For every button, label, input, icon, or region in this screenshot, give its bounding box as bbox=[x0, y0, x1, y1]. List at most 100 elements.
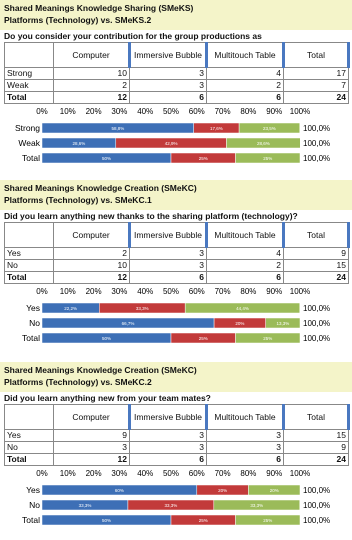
number-cell: 10 bbox=[53, 67, 130, 80]
bar-value-label: 33,3% bbox=[250, 503, 263, 508]
bar-value-label: 50% bbox=[102, 336, 111, 341]
x-tick-label: 40% bbox=[137, 107, 153, 116]
section-title: Shared Meanings Knowledge Creation (SMeK… bbox=[4, 183, 197, 193]
section: Shared Meanings Knowledge Creation (SMeK… bbox=[0, 362, 352, 540]
bar-value-label: 44,4% bbox=[236, 306, 249, 311]
data-table: Computer Immersive Bubble Multitouch Table… bbox=[4, 404, 350, 466]
column-header: Computer bbox=[53, 222, 131, 248]
column-header: Multitouch Table bbox=[206, 222, 285, 248]
number-cell: 2 bbox=[206, 259, 284, 272]
bar-value-label: 25% bbox=[263, 156, 272, 161]
bar-value-label: 25% bbox=[263, 336, 272, 341]
section: Shared Meanings Knowledge Sharing (SMeKS… bbox=[0, 0, 352, 178]
table-row: Yes 2 3 4 9 bbox=[4, 247, 349, 260]
x-tick-label: 30% bbox=[111, 287, 127, 296]
corner-cell bbox=[4, 222, 54, 248]
section-subtitle: Platforms (Technology) vs. SMeKS.2 bbox=[4, 15, 152, 25]
x-tick-label: 100% bbox=[290, 107, 310, 116]
table-row: Total 12 6 6 24 bbox=[4, 453, 349, 466]
number-cell: 9 bbox=[283, 247, 349, 260]
x-tick-label: 100% bbox=[290, 469, 310, 478]
data-table: Computer Immersive Bubble Multitouch Table… bbox=[4, 222, 350, 284]
x-tick-label: 30% bbox=[111, 107, 127, 116]
row-label: Yes bbox=[4, 247, 54, 260]
header-row: Computer Immersive Bubble Multitouch Table… bbox=[4, 404, 350, 430]
number-cell: 6 bbox=[129, 91, 207, 104]
row-label: Total bbox=[4, 271, 54, 284]
x-tick-label: 30% bbox=[111, 469, 127, 478]
bar-value-label: 23,5% bbox=[263, 126, 276, 131]
row-total-label: 100,0% bbox=[303, 334, 330, 343]
column-header: Immersive Bubble bbox=[129, 404, 208, 430]
stacked-bar-chart: 0% 10% 20% 30% 40% 50% 60% 70% 80% 90% 100% Yes 22,2… bbox=[22, 287, 330, 344]
bar-segment bbox=[265, 317, 301, 329]
corner-cell bbox=[4, 42, 54, 68]
x-tick-label: 60% bbox=[189, 287, 205, 296]
row-label: Weak bbox=[4, 79, 54, 92]
bar-value-label: 33,3% bbox=[164, 503, 177, 508]
number-cell: 6 bbox=[206, 453, 284, 466]
x-tick-label: 80% bbox=[240, 469, 256, 478]
x-tick-label: 10% bbox=[60, 107, 76, 116]
column-header: Total bbox=[283, 222, 350, 248]
corner-cell bbox=[4, 404, 54, 430]
column-header: Computer bbox=[53, 404, 131, 430]
row-label: Total bbox=[22, 153, 40, 163]
row-total-label: 100,0% bbox=[303, 319, 330, 328]
number-cell: 4 bbox=[206, 247, 284, 260]
row-label: Strong bbox=[4, 67, 54, 80]
number-cell: 2 bbox=[53, 247, 130, 260]
data-table: Computer Immersive Bubble Multitouch Table… bbox=[4, 42, 350, 104]
section-title: Shared Meanings Knowledge Creation (SMeK… bbox=[4, 365, 197, 375]
number-cell: 6 bbox=[206, 271, 284, 284]
x-tick-label: 0% bbox=[36, 287, 48, 296]
number-cell: 4 bbox=[206, 67, 284, 80]
row-total-label: 100,0% bbox=[303, 486, 330, 495]
section-subtitle: Platforms (Technology) vs. SMeKC.2 bbox=[4, 377, 152, 387]
bar-segment bbox=[226, 137, 301, 149]
number-cell: 9 bbox=[53, 429, 130, 442]
number-cell: 17 bbox=[283, 67, 349, 80]
row-label: Total bbox=[4, 91, 54, 104]
table-row: Yes 9 3 3 15 bbox=[4, 429, 349, 442]
bar-value-label: 20% bbox=[218, 488, 227, 493]
x-tick-label: 60% bbox=[189, 107, 205, 116]
table-row: No 10 3 2 15 bbox=[4, 259, 349, 272]
number-cell: 12 bbox=[53, 453, 130, 466]
bar-value-label: 17,6% bbox=[210, 126, 223, 131]
row-label: No bbox=[4, 259, 54, 272]
stacked-bar-chart: 0% 10% 20% 30% 40% 50% 60% 70% 80% 90% 100% Strong 5… bbox=[15, 107, 330, 164]
row-label: Total bbox=[4, 453, 54, 466]
x-tick-label: 0% bbox=[36, 107, 48, 116]
column-header: Multitouch Table bbox=[206, 404, 285, 430]
bar-value-label: 20% bbox=[270, 488, 279, 493]
x-tick-label: 90% bbox=[266, 107, 282, 116]
bar-segment bbox=[248, 484, 301, 496]
question: Do you consider your contribution for th… bbox=[4, 31, 262, 41]
number-cell: 3 bbox=[129, 429, 207, 442]
number-cell: 2 bbox=[206, 79, 284, 92]
number-cell: 12 bbox=[53, 91, 130, 104]
column-header: Total bbox=[283, 404, 350, 430]
number-cell: 24 bbox=[283, 91, 349, 104]
bar-value-label: 33,3% bbox=[136, 306, 149, 311]
row-total-label: 100,0% bbox=[303, 501, 330, 510]
number-cell: 6 bbox=[129, 453, 207, 466]
row-total-label: 100,0% bbox=[303, 124, 330, 133]
question: Did you learn anything new from your tea… bbox=[4, 393, 211, 403]
table-row: Total 12 6 6 24 bbox=[4, 91, 349, 104]
header-row: Computer Immersive Bubble Multitouch Table… bbox=[4, 42, 350, 68]
row-total-label: 100,0% bbox=[303, 139, 330, 148]
column-header: Multitouch Table bbox=[206, 42, 285, 68]
bar-value-label: 50% bbox=[102, 156, 111, 161]
number-cell: 3 bbox=[53, 441, 130, 454]
row-label: No bbox=[29, 500, 40, 510]
row-total-label: 100,0% bbox=[303, 304, 330, 313]
number-cell: 24 bbox=[283, 271, 349, 284]
bar-value-label: 25% bbox=[199, 518, 208, 523]
number-cell: 3 bbox=[129, 79, 207, 92]
question: Did you learn anything new thanks to the… bbox=[4, 211, 298, 221]
bar-segment bbox=[235, 514, 301, 526]
column-header: Immersive Bubble bbox=[129, 222, 208, 248]
row-label: Total bbox=[22, 515, 40, 525]
